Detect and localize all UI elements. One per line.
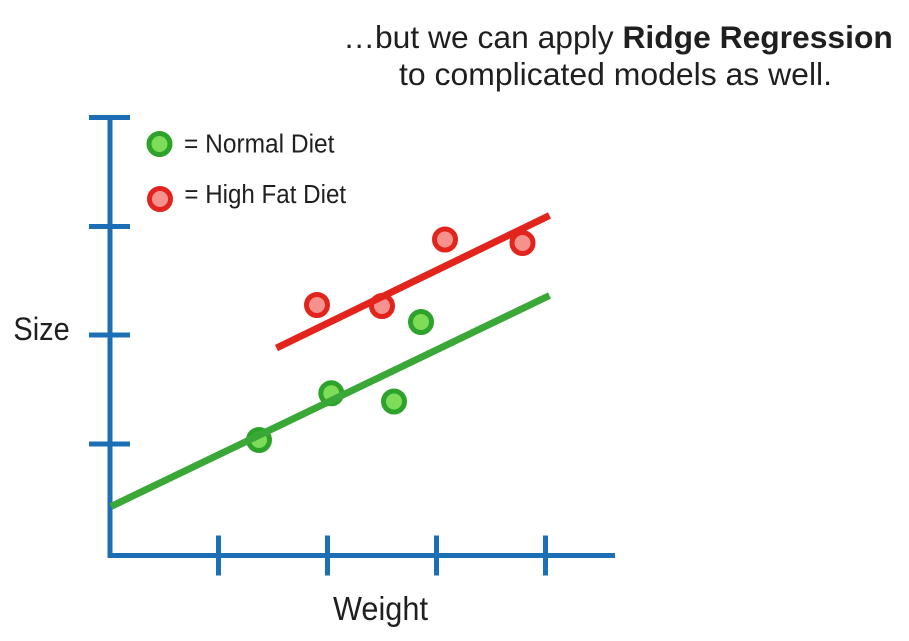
svg-text:= Normal Diet: = Normal Diet — [184, 128, 335, 158]
svg-text:to complicated models as well.: to complicated models as well. — [399, 56, 832, 92]
svg-text:Weight: Weight — [333, 590, 428, 627]
svg-text:= High Fat Diet: = High Fat Diet — [184, 179, 346, 209]
svg-text:Size: Size — [13, 310, 69, 347]
svg-text:…but we can apply Ridge Regres: …but we can apply Ridge Regression — [343, 19, 893, 55]
